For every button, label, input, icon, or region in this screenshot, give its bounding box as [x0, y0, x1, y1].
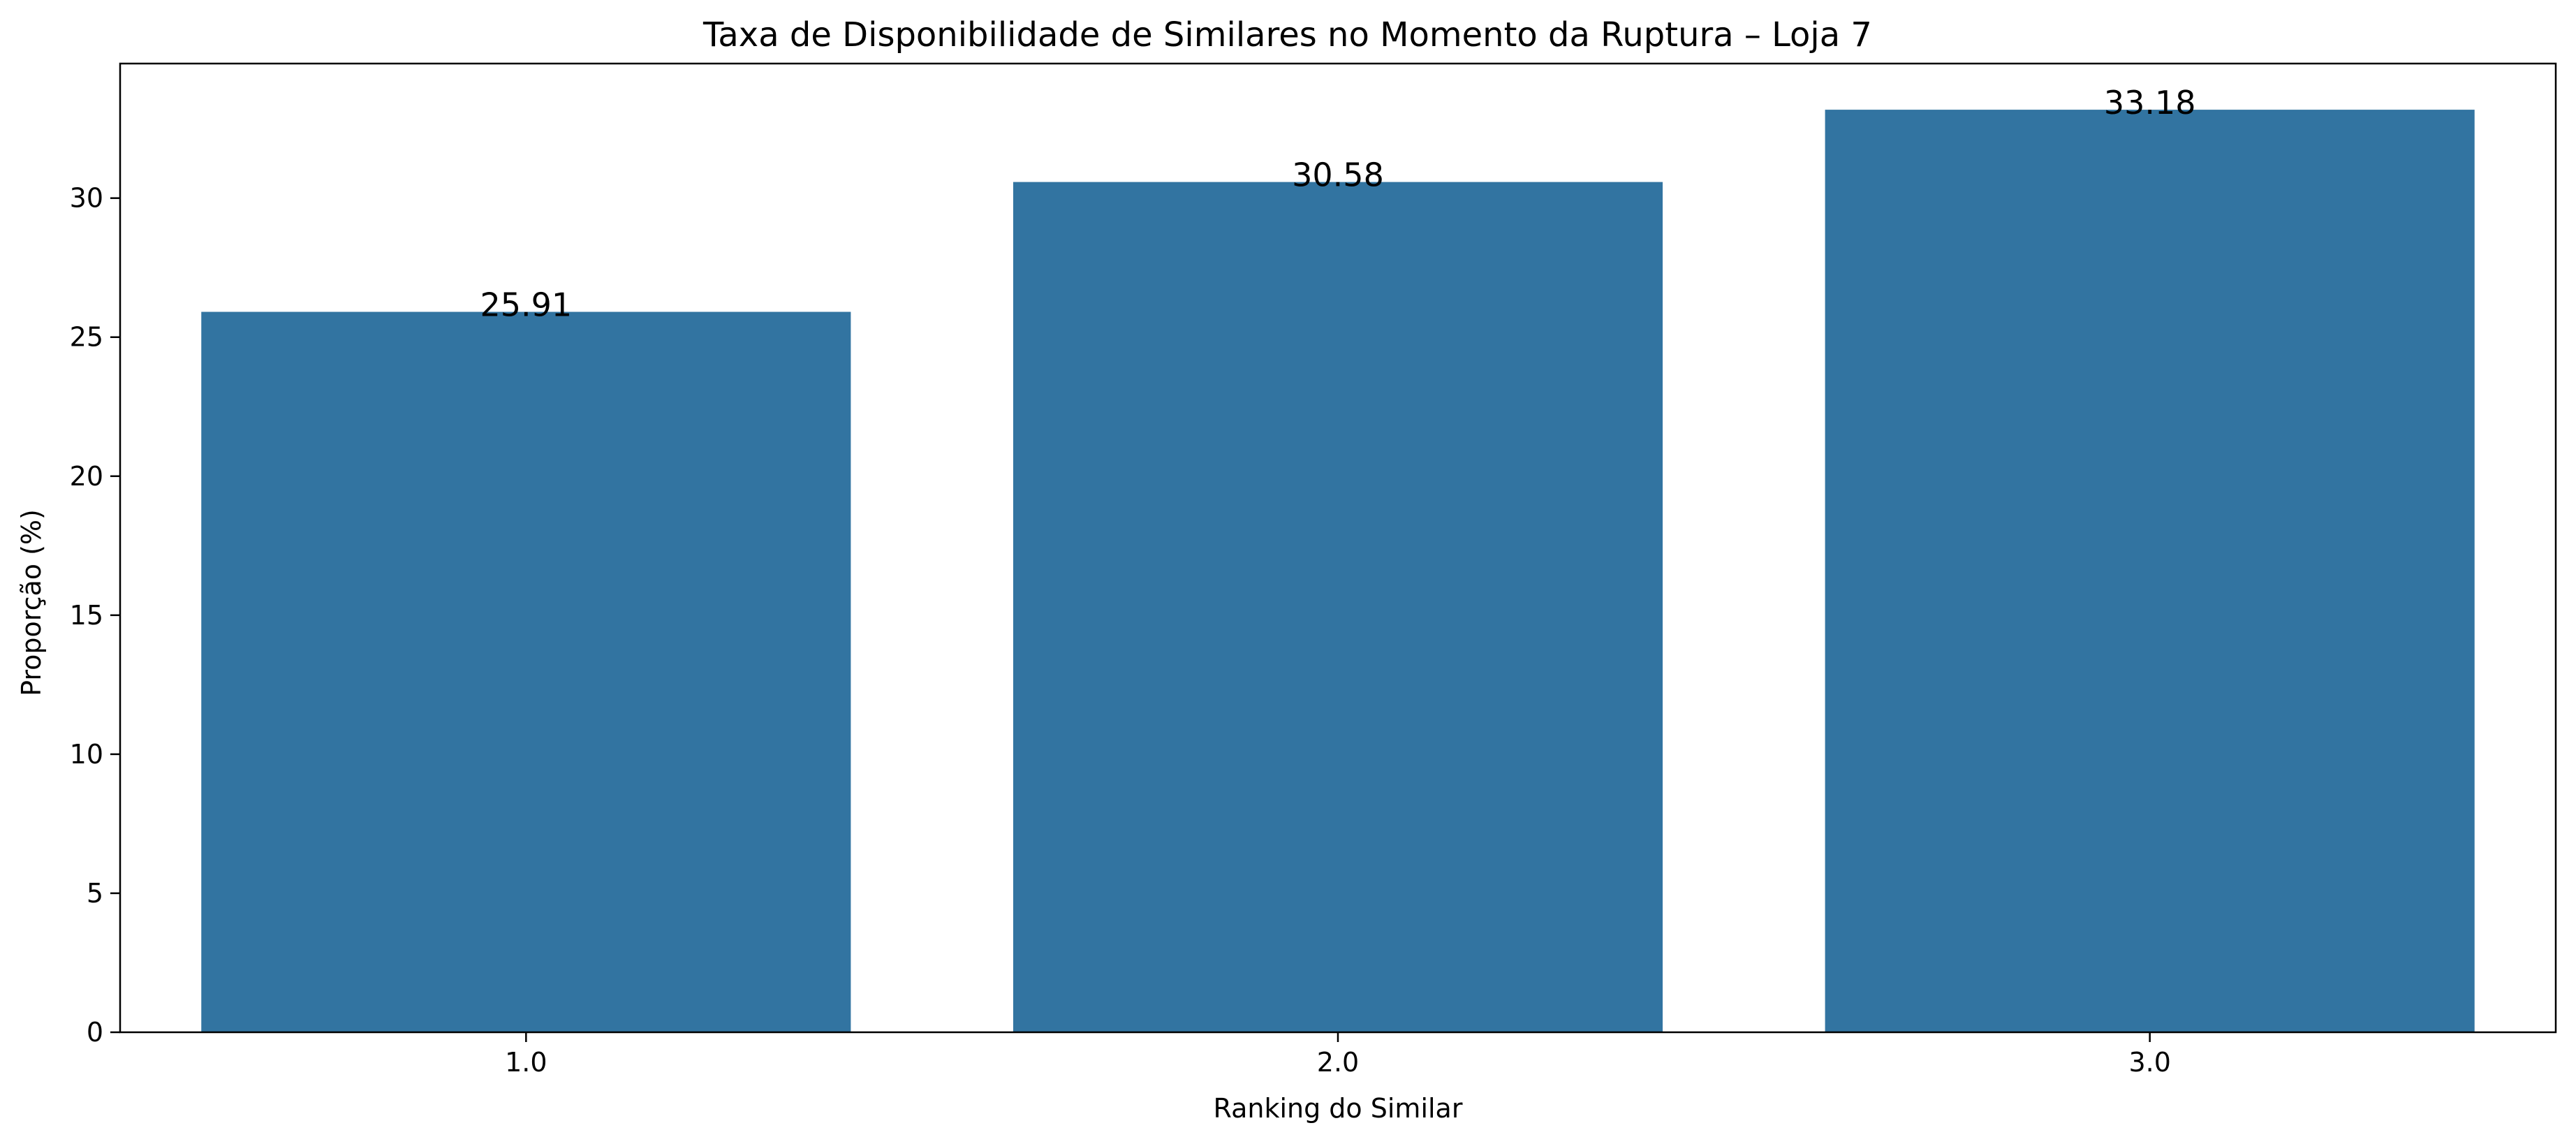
data-label: 33.18: [2104, 84, 2196, 122]
y-tick-label: 20: [70, 461, 103, 492]
y-tick-label: 10: [70, 739, 103, 770]
y-axis-label: Proporção (%): [16, 509, 47, 696]
y-tick-label: 15: [70, 600, 103, 631]
y-tick-label: 25: [70, 322, 103, 353]
chart-title: Taxa de Disponibilidade de Similares no …: [702, 15, 1872, 54]
y-tick-label: 30: [70, 183, 103, 214]
x-tick-label: 2.0: [1317, 1047, 1359, 1078]
x-axis-label: Ranking do Similar: [1214, 1093, 1463, 1124]
data-label: 25.91: [480, 286, 572, 324]
x-tick-label: 1.0: [505, 1047, 547, 1078]
data-label: 30.58: [1292, 156, 1384, 194]
y-tick-label: 5: [87, 878, 103, 909]
bar: [1013, 182, 1663, 1032]
y-tick-label: 0: [87, 1017, 103, 1048]
bar: [1825, 110, 2475, 1032]
bar: [201, 311, 851, 1033]
x-tick-label: 3.0: [2128, 1047, 2170, 1078]
plot-area: 0 5 10 15 20 25 30 1.0 2.0 3.0 25.91 30.58 33.18: [70, 62, 2557, 1078]
